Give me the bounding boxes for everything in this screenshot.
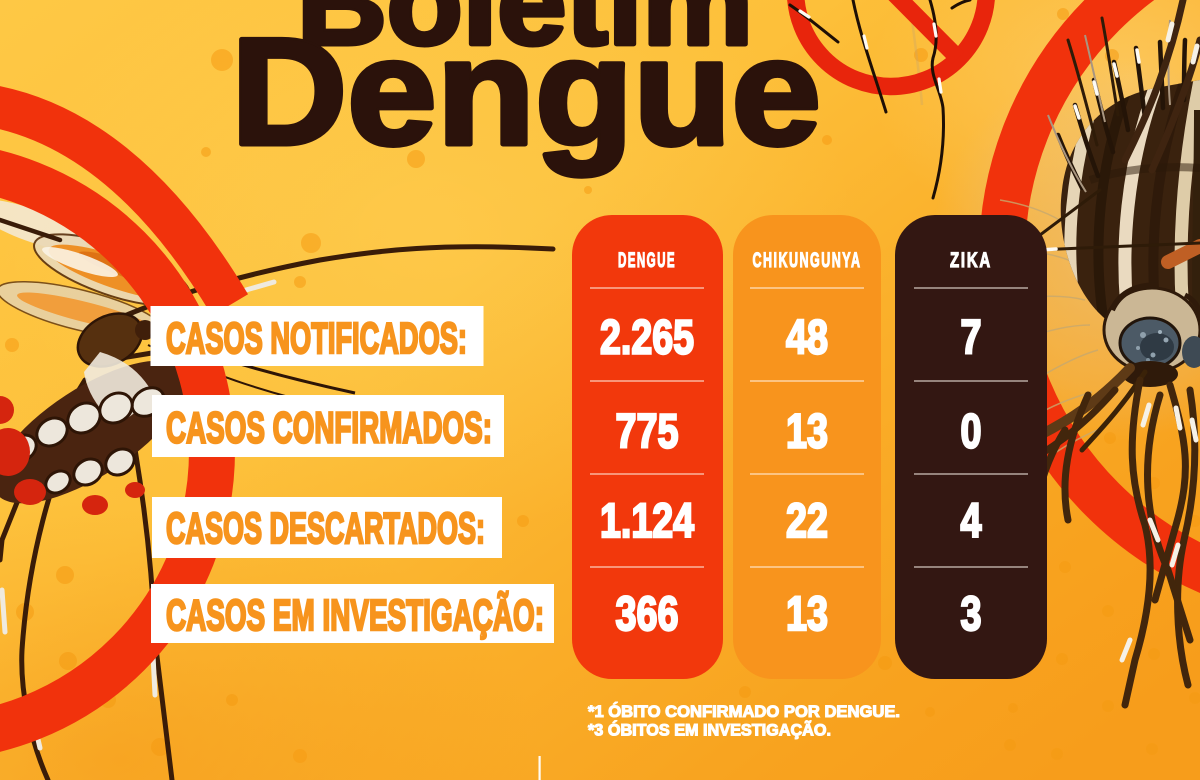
svg-text:775: 775 bbox=[616, 405, 679, 459]
svg-text:3: 3 bbox=[961, 587, 982, 641]
svg-text:1.124: 1.124 bbox=[600, 494, 694, 548]
svg-text:CASOS NOTIFICADOS:: CASOS NOTIFICADOS: bbox=[166, 314, 467, 363]
svg-text:48: 48 bbox=[786, 311, 828, 365]
svg-text:22: 22 bbox=[786, 494, 828, 548]
svg-text:Boletim: Boletim bbox=[297, 0, 753, 70]
svg-text:0: 0 bbox=[961, 405, 982, 459]
svg-text:DENGUE: DENGUE bbox=[618, 249, 676, 272]
svg-text:Dengue: Dengue bbox=[231, 7, 821, 177]
svg-text:CASOS EM INVESTIGAÇÃO:: CASOS EM INVESTIGAÇÃO: bbox=[166, 590, 544, 640]
svg-text:CASOS CONFIRMADOS:: CASOS CONFIRMADOS: bbox=[166, 404, 492, 453]
svg-text:*1 ÓBITO CONFIRMADO POR DENGUE: *1 ÓBITO CONFIRMADO POR DENGUE. bbox=[588, 702, 900, 721]
svg-text:366: 366 bbox=[616, 587, 679, 641]
svg-text:CHIKUNGUNYA: CHIKUNGUNYA bbox=[753, 249, 862, 272]
svg-text:2.265: 2.265 bbox=[600, 311, 694, 365]
svg-text:ZIKA: ZIKA bbox=[950, 249, 992, 272]
svg-text:4: 4 bbox=[961, 494, 982, 548]
svg-text:13: 13 bbox=[786, 405, 828, 459]
svg-text:*3 ÓBITOS EM INVESTIGAÇÃO.: *3 ÓBITOS EM INVESTIGAÇÃO. bbox=[588, 720, 831, 740]
svg-text:13: 13 bbox=[786, 587, 828, 641]
svg-text:7: 7 bbox=[961, 311, 982, 365]
svg-text:CASOS DESCARTADOS:: CASOS DESCARTADOS: bbox=[166, 504, 485, 553]
